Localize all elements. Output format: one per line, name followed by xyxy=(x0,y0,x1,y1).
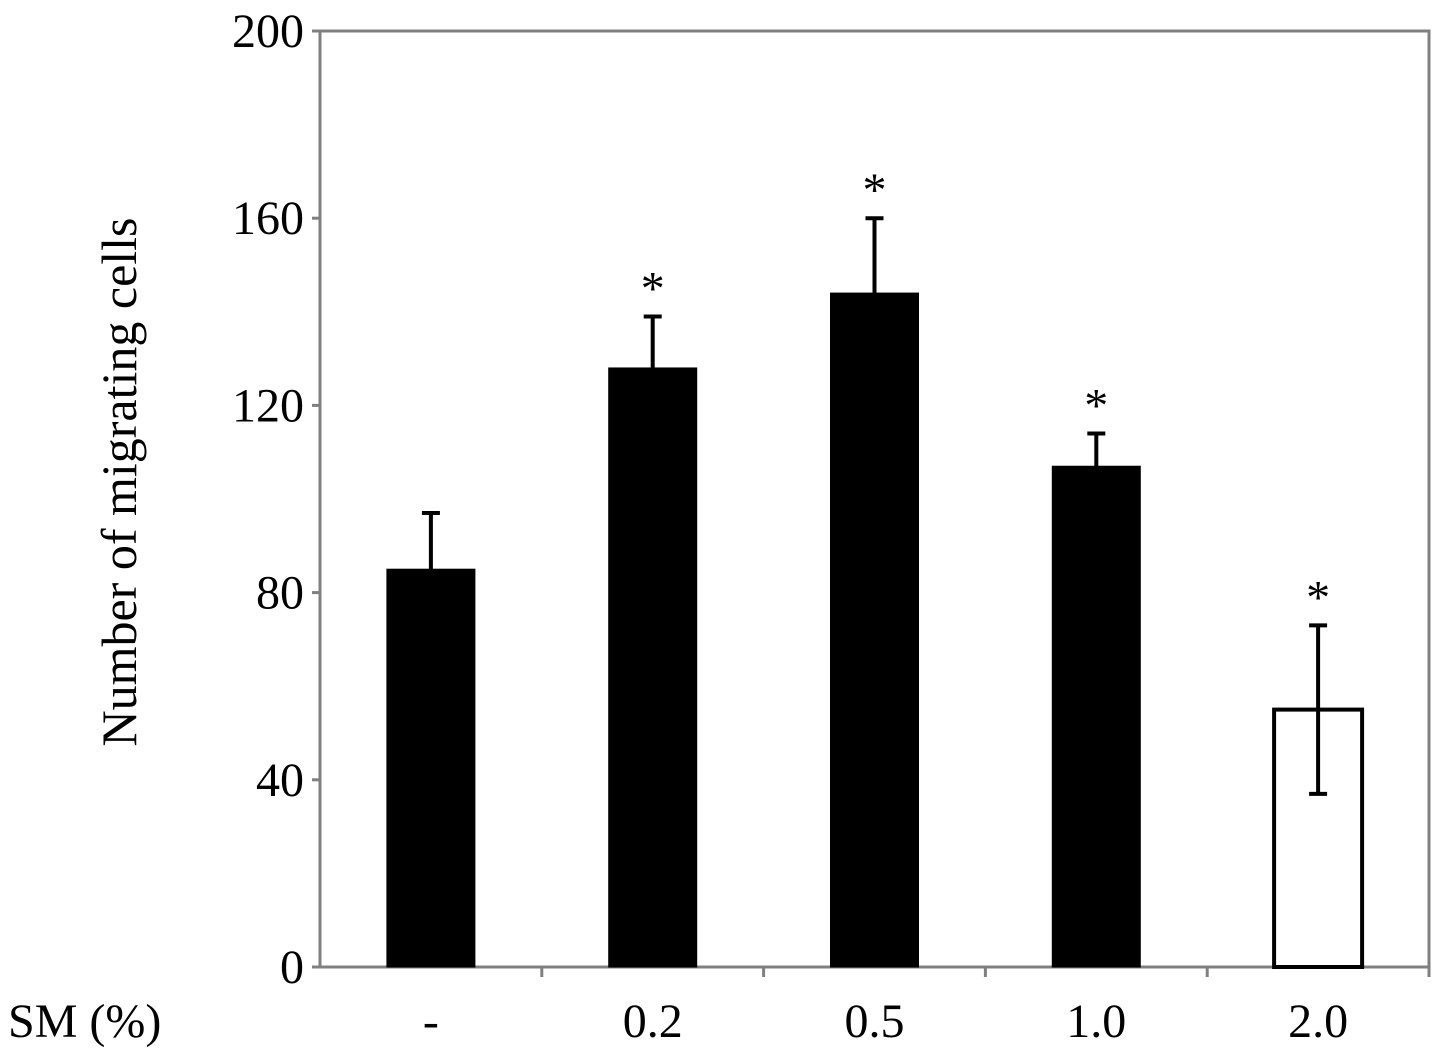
category-label-5: 2.0 xyxy=(1288,995,1348,1048)
y-tick-label: 80 xyxy=(256,567,304,620)
significance-star-2: * xyxy=(641,262,665,315)
significance-markers: * * * * xyxy=(641,164,1330,624)
significance-star-3: * xyxy=(863,164,887,217)
category-label-2: 0.2 xyxy=(623,995,683,1048)
significance-star-5: * xyxy=(1306,571,1330,624)
bars xyxy=(386,292,1365,969)
y-tick-label: 160 xyxy=(232,192,304,245)
y-axis: 0 40 80 120 160 200 xyxy=(232,5,320,994)
significance-star-4: * xyxy=(1084,379,1108,432)
bar-3 xyxy=(830,292,919,968)
x-axis-title: SM (%) xyxy=(8,995,161,1048)
y-tick-label: 120 xyxy=(232,379,304,432)
category-labels: - 0.2 0.5 1.0 2.0 xyxy=(423,995,1348,1048)
category-label-3: 0.5 xyxy=(845,995,905,1048)
bar-4 xyxy=(1051,465,1141,968)
y-tick-label: 40 xyxy=(256,754,304,807)
y-axis-title: Number of migrating cells xyxy=(91,217,147,746)
category-label-1: - xyxy=(423,995,439,1048)
y-tick-label: 0 xyxy=(280,941,304,994)
category-label-4: 1.0 xyxy=(1066,995,1126,1048)
bar-1 xyxy=(386,568,476,968)
bar-2 xyxy=(608,367,698,968)
x-axis xyxy=(540,967,1431,977)
y-tick-label: 200 xyxy=(232,5,304,58)
error-bars xyxy=(421,216,1328,796)
